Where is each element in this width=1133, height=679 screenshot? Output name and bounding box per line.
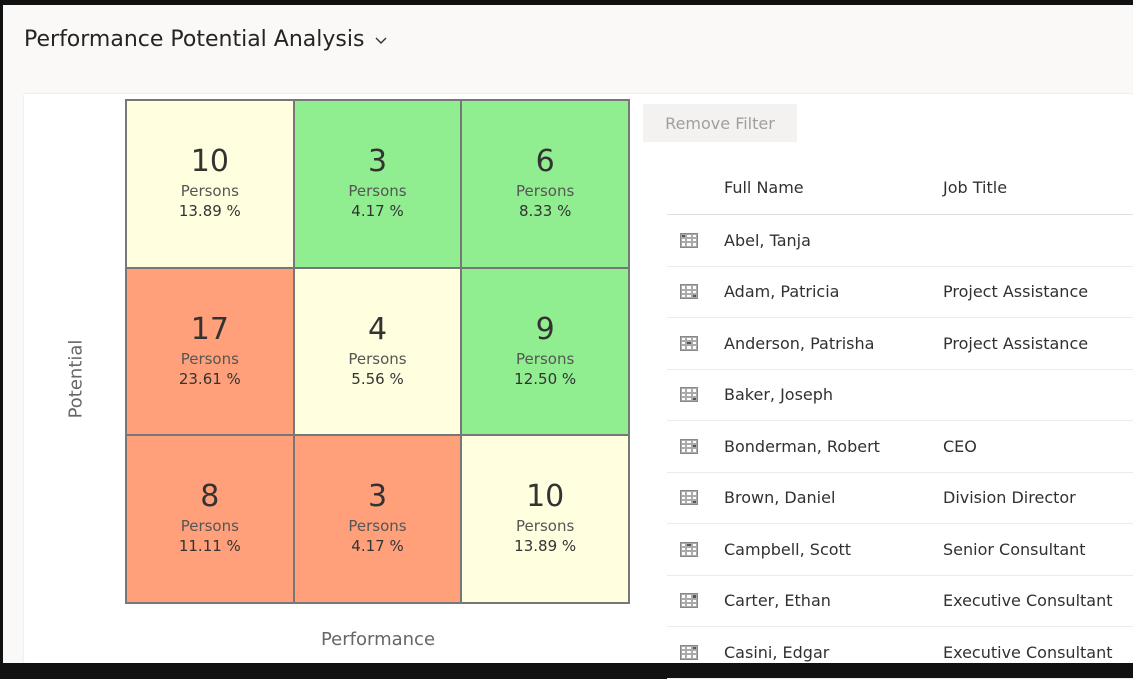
job-title: Executive Consultant bbox=[943, 591, 1113, 611]
table-row[interactable]: Carter, Ethan Executive Consultant bbox=[667, 576, 1133, 627]
job-title: Executive Consultant bbox=[943, 642, 1113, 662]
remove-filter-button[interactable]: Remove Filter bbox=[643, 104, 797, 142]
cell-count: 3 bbox=[367, 479, 388, 515]
cell-count: 6 bbox=[535, 144, 555, 179]
performance-potential-matrix: 10 Persons 13.89 % 3 Persons 4.17 % 6 Persons 8.… bbox=[125, 99, 630, 604]
job-title: Project Assistance bbox=[943, 282, 1089, 302]
table-row[interactable]: Casini, Edgar Executive Consultant bbox=[667, 627, 1133, 679]
cell-percent: 5.56 % bbox=[351, 369, 404, 388]
cell-label: Persons bbox=[348, 517, 407, 536]
cell-count: 8 bbox=[200, 479, 220, 515]
cell-count: 4 bbox=[367, 311, 388, 347]
cell-label: Persons bbox=[348, 182, 407, 200]
matrix-position-icon bbox=[680, 335, 698, 351]
analysis-card: Potential 10 Persons 13.89 % 3 Persons 4.17 %… bbox=[24, 94, 1133, 679]
cell-count: 17 bbox=[190, 311, 229, 347]
full-name: Campbell, Scott bbox=[724, 539, 852, 559]
table-header: Full Name Job Title bbox=[667, 160, 1133, 215]
matrix-position-icon bbox=[680, 232, 698, 248]
cell-percent: 4.17 % bbox=[351, 202, 404, 220]
matrix-position-icon bbox=[680, 438, 698, 454]
matrix-cell[interactable]: 4 Persons 5.56 % bbox=[293, 267, 462, 436]
cell-count: 3 bbox=[367, 144, 388, 179]
job-title: Project Assistance bbox=[943, 333, 1089, 353]
y-axis-label: Potential bbox=[65, 339, 87, 419]
cell-percent: 13.89 % bbox=[178, 202, 241, 220]
full-name: Adam, Patricia bbox=[724, 282, 840, 302]
cell-label: Persons bbox=[180, 182, 239, 200]
cell-label: Persons bbox=[516, 349, 575, 368]
matrix-position-icon bbox=[680, 490, 698, 506]
table-row[interactable]: Brown, Daniel Division Director bbox=[667, 473, 1133, 524]
table-row[interactable]: Bonderman, Robert CEO bbox=[667, 421, 1133, 473]
matrix-cell[interactable]: 3 Persons 4.17 % bbox=[293, 435, 462, 603]
full-name: Carter, Ethan bbox=[724, 591, 831, 611]
job-title: Division Director bbox=[943, 488, 1076, 508]
matrix-cell[interactable]: 3 Persons 4.17 % bbox=[293, 100, 462, 268]
app-frame: Performance Potential Analysis Potential… bbox=[3, 5, 1133, 679]
cell-label: Persons bbox=[516, 182, 575, 200]
full-name: Brown, Daniel bbox=[724, 488, 836, 508]
full-name: Anderson, Patrisha bbox=[724, 333, 875, 353]
report-title-dropdown[interactable]: Performance Potential Analysis bbox=[24, 27, 388, 52]
employee-table: Full Name Job Title Abel, Tanja Adam, Pat… bbox=[667, 160, 1133, 679]
matrix-cell[interactable]: 17 Persons 23.61 % bbox=[126, 267, 294, 436]
full-name: Abel, Tanja bbox=[724, 230, 811, 250]
page-title: Performance Potential Analysis bbox=[24, 27, 365, 52]
matrix-cell[interactable]: 9 Persons 12.50 % bbox=[461, 267, 629, 436]
cell-percent: 4.17 % bbox=[351, 537, 404, 556]
matrix-cell[interactable]: 10 Persons 13.89 % bbox=[461, 435, 629, 603]
full-name: Baker, Joseph bbox=[724, 385, 834, 405]
matrix-cell[interactable]: 8 Persons 11.11 % bbox=[126, 435, 294, 603]
matrix-cell[interactable]: 10 Persons 13.89 % bbox=[126, 100, 294, 268]
chevron-down-icon bbox=[375, 37, 387, 44]
table-row[interactable]: Adam, Patricia Project Assistance bbox=[667, 267, 1133, 318]
cell-percent: 12.50 % bbox=[514, 369, 577, 388]
matrix-position-icon bbox=[680, 593, 698, 609]
table-row[interactable]: Baker, Joseph bbox=[667, 370, 1133, 421]
matrix-position-icon bbox=[680, 284, 698, 300]
cell-percent: 13.89 % bbox=[514, 537, 577, 556]
column-header-job-title[interactable]: Job Title bbox=[943, 177, 1008, 197]
table-row[interactable]: Campbell, Scott Senior Consultant bbox=[667, 524, 1133, 576]
matrix-position-icon bbox=[680, 387, 698, 403]
matrix-position-icon bbox=[680, 644, 698, 660]
cell-count: 10 bbox=[190, 144, 229, 179]
matrix-position-icon bbox=[680, 541, 698, 557]
cell-count: 9 bbox=[535, 311, 555, 347]
column-header-full-name[interactable]: Full Name bbox=[724, 177, 804, 197]
matrix-cell[interactable]: 6 Persons 8.33 % bbox=[461, 100, 629, 268]
cell-percent: 23.61 % bbox=[178, 369, 241, 388]
job-title: Senior Consultant bbox=[943, 539, 1086, 559]
x-axis-label: Performance bbox=[320, 629, 436, 650]
table-row[interactable]: Abel, Tanja bbox=[667, 215, 1133, 267]
cell-label: Persons bbox=[516, 517, 575, 536]
job-title: CEO bbox=[943, 436, 977, 456]
cell-count: 10 bbox=[526, 479, 565, 515]
cell-label: Persons bbox=[180, 349, 239, 368]
cell-percent: 11.11 % bbox=[178, 537, 241, 556]
full-name: Bonderman, Robert bbox=[724, 436, 880, 456]
cell-label: Persons bbox=[348, 349, 407, 368]
full-name: Casini, Edgar bbox=[724, 642, 830, 662]
cell-percent: 8.33 % bbox=[518, 202, 572, 220]
cell-label: Persons bbox=[180, 517, 239, 536]
table-row[interactable]: Anderson, Patrisha Project Assistance bbox=[667, 318, 1133, 370]
